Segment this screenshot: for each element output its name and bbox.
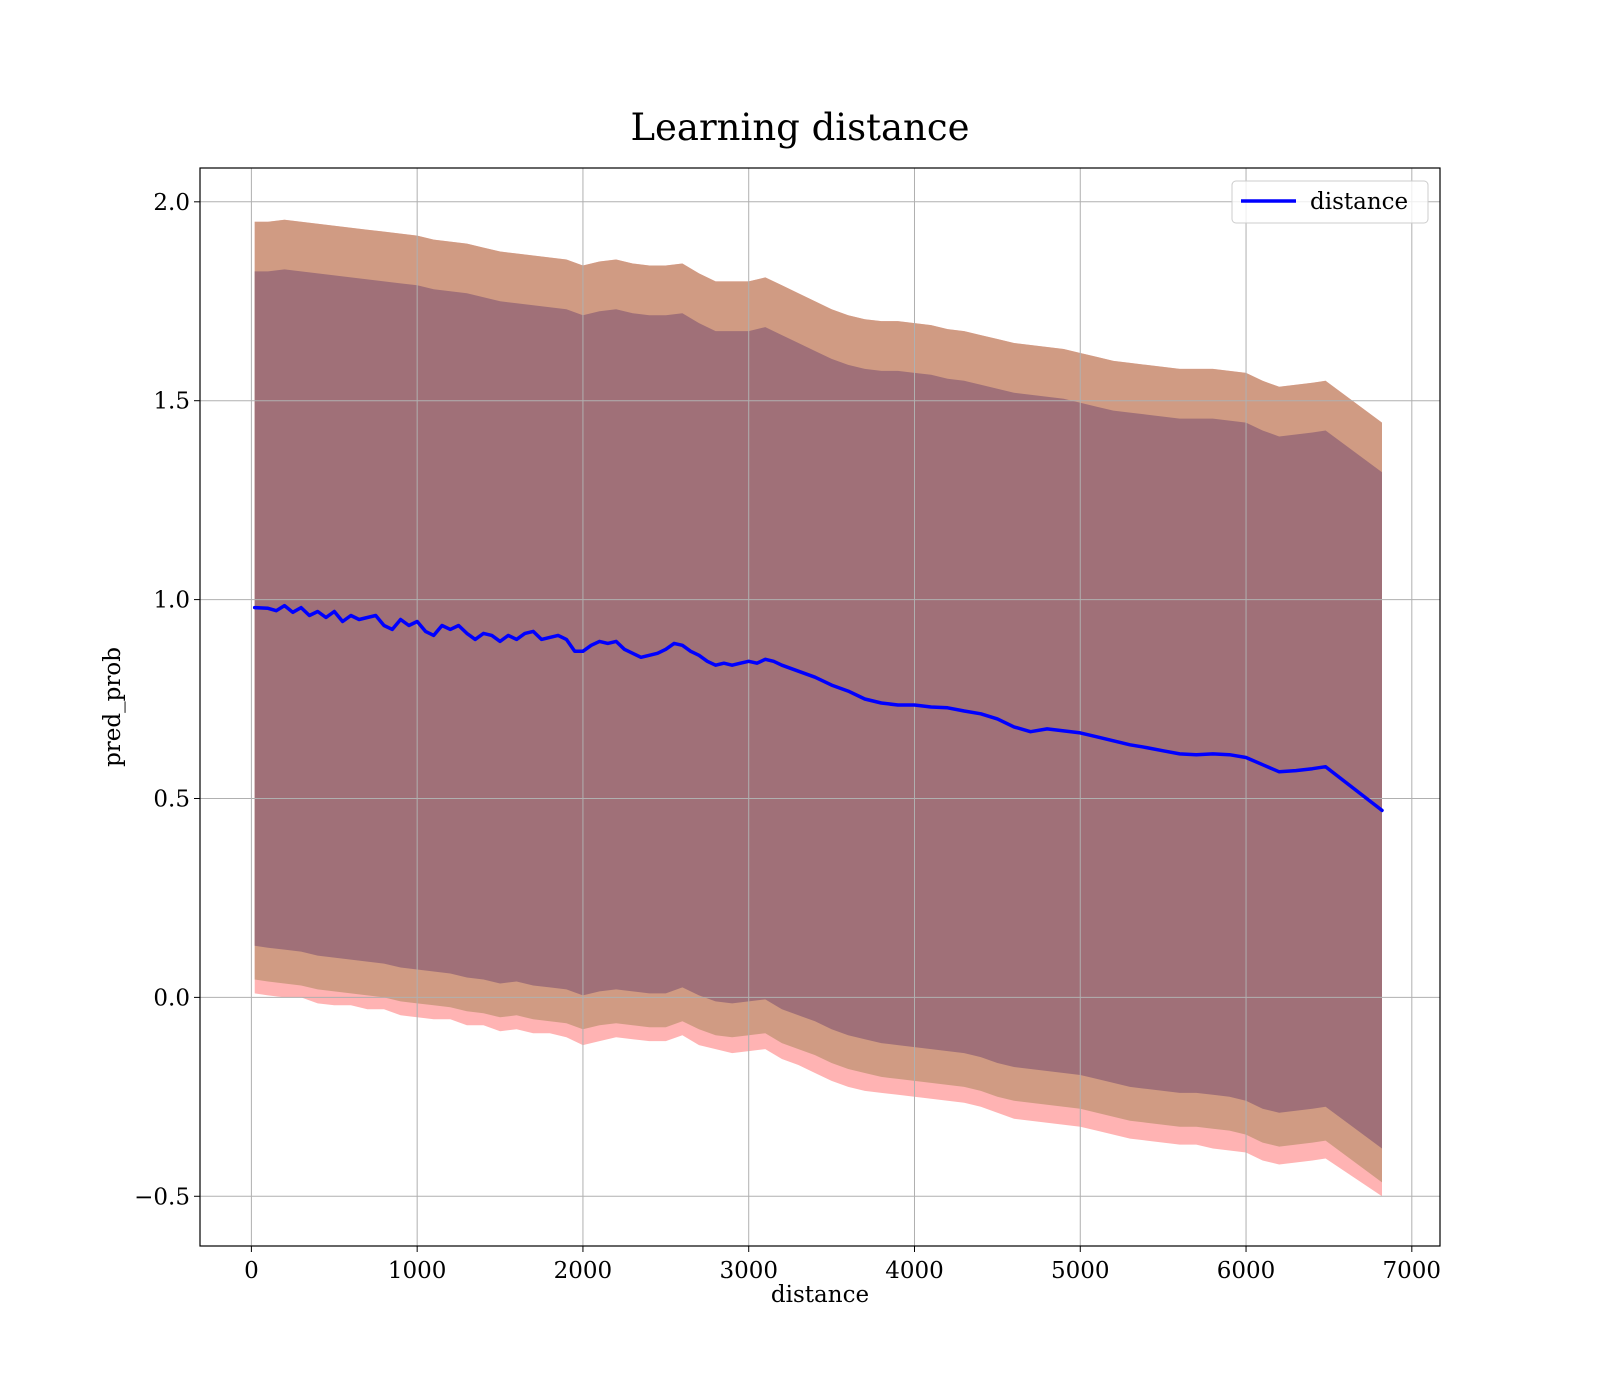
x-tick-label: 2000 bbox=[554, 1258, 613, 1284]
legend-label: distance bbox=[1310, 189, 1408, 215]
y-tick-label: 2.0 bbox=[153, 190, 190, 216]
confidence-bands bbox=[254, 219, 1383, 1197]
chart-title: Learning distance bbox=[630, 106, 969, 149]
x-tick-label: 4000 bbox=[885, 1258, 944, 1284]
y-axis-label: pred_prob bbox=[100, 647, 126, 767]
x-tick-label: 3000 bbox=[719, 1258, 778, 1284]
legend-box bbox=[1231, 180, 1429, 224]
y-axis-ticks: −0.5 0.0 0.5 1.0 1.5 2.0 bbox=[134, 190, 200, 1210]
x-axis-ticks: 0 1000 2000 3000 4000 5000 6000 7000 bbox=[244, 1246, 1441, 1284]
y-tick-label: 0.0 bbox=[153, 985, 190, 1011]
x-tick-label: 0 bbox=[244, 1258, 259, 1284]
y-tick-label: 1.5 bbox=[153, 389, 190, 415]
x-tick-label: 6000 bbox=[1217, 1258, 1276, 1284]
x-tick-label: 5000 bbox=[1051, 1258, 1110, 1284]
x-axis-label: distance bbox=[771, 1282, 869, 1308]
legend: distance bbox=[1231, 180, 1429, 224]
x-tick-label: 7000 bbox=[1383, 1258, 1442, 1284]
y-tick-label: 0.5 bbox=[153, 786, 190, 812]
band-2 bbox=[254, 269, 1383, 1149]
plot-frame bbox=[199, 167, 1441, 1247]
x-tick-label: 1000 bbox=[388, 1258, 447, 1284]
y-tick-label: 1.0 bbox=[153, 588, 190, 614]
series-line-distance bbox=[252, 603, 1384, 813]
series-lines bbox=[252, 603, 1384, 813]
y-tick-label: −0.5 bbox=[134, 1184, 190, 1210]
